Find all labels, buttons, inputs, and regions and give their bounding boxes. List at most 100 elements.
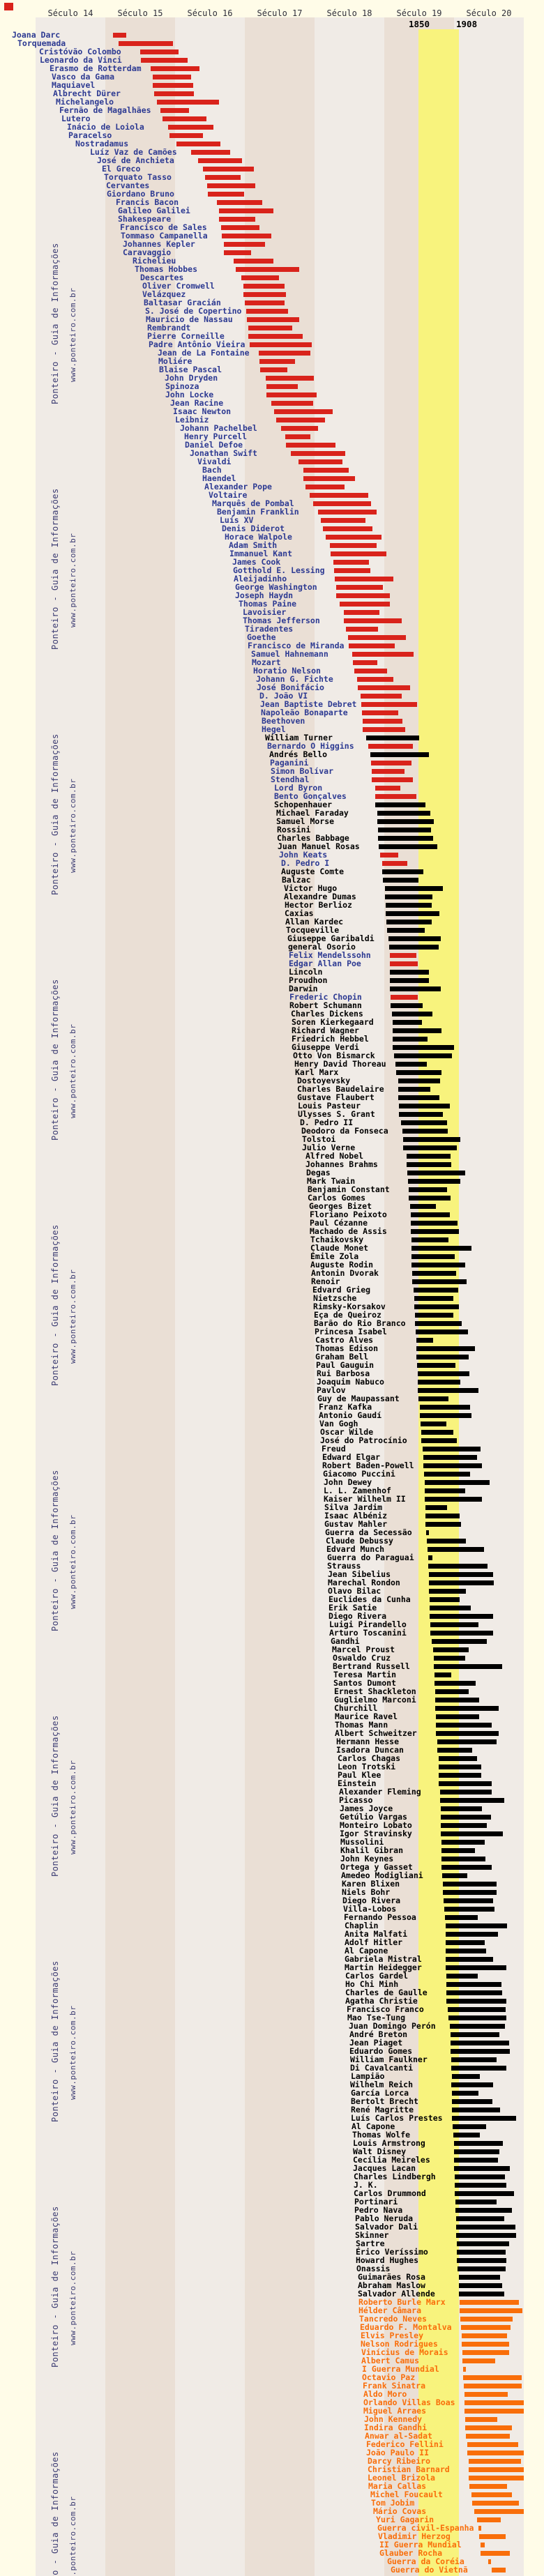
timeline-bar bbox=[430, 1614, 493, 1619]
timeline-bar bbox=[281, 426, 318, 431]
timeline-row-label: Georges Bizet bbox=[309, 1201, 372, 1211]
timeline-bar bbox=[464, 2392, 508, 2397]
timeline-bar bbox=[425, 1480, 490, 1485]
timeline-bar bbox=[421, 1422, 446, 1426]
timeline-bar bbox=[361, 702, 417, 707]
timeline-bar bbox=[441, 1865, 492, 1870]
timeline-row-label: Yuri Gagarin bbox=[376, 2515, 435, 2524]
timeline-bar bbox=[454, 2141, 503, 2146]
timeline-bar bbox=[436, 1731, 499, 1736]
timeline-bar bbox=[462, 2358, 495, 2363]
timeline-row-label: Claude Monet bbox=[310, 1243, 369, 1253]
timeline-bar bbox=[403, 1145, 457, 1150]
timeline-row-label: Gabriela Mistral bbox=[345, 1954, 422, 1964]
timeline-bar bbox=[219, 208, 273, 213]
timeline-bar bbox=[450, 2024, 505, 2029]
century-label: Século 18 bbox=[326, 8, 372, 18]
timeline-bar bbox=[425, 1505, 447, 1510]
timeline-bar bbox=[151, 66, 199, 71]
sidebar-site-url: www.ponteiro.com.br bbox=[68, 1760, 77, 1854]
century-label: Século 20 bbox=[466, 8, 512, 18]
timeline-row-label: Friedrich Hebbel bbox=[292, 1034, 369, 1044]
timeline-row-label: Marechal Rondon bbox=[328, 1578, 400, 1587]
timeline-bar bbox=[412, 1271, 456, 1276]
timeline-row-label: John Locke bbox=[165, 390, 214, 399]
timeline-row-label: Niels Bohr bbox=[342, 1887, 391, 1897]
timeline-row-label: Oscar Wilde bbox=[320, 1427, 374, 1437]
timeline-bar bbox=[446, 1940, 485, 1945]
timeline-bar bbox=[154, 91, 194, 96]
timeline-bar bbox=[478, 2526, 481, 2531]
timeline-row-label: Leibniz bbox=[175, 415, 209, 425]
timeline-row-label: Vladimir Herzog bbox=[378, 2531, 451, 2541]
timeline-row-label: Pedro Nava bbox=[354, 2205, 403, 2215]
timeline-row-label: Cervantes bbox=[106, 181, 150, 190]
timeline-bar bbox=[446, 1974, 478, 1979]
sidebar-site-title: Ponteiro - Guia de Informações bbox=[50, 979, 60, 1141]
timeline-row-label: René Magritte bbox=[351, 2105, 414, 2114]
timeline-bar bbox=[361, 694, 402, 699]
timeline-row-label: Francis Bacon bbox=[116, 197, 179, 207]
timeline-row-label: Cecília Meireles bbox=[353, 2155, 430, 2165]
timeline-row-label: Castro Alves bbox=[315, 1335, 374, 1345]
timeline-row-label: D. Pedro I bbox=[281, 858, 330, 868]
timeline-bar bbox=[160, 108, 189, 113]
timeline-row-label: Charles de Gaulle bbox=[345, 1988, 428, 1997]
timeline-bar bbox=[456, 2233, 516, 2238]
timeline-row-label: André Breton bbox=[349, 2029, 408, 2039]
timeline-row-label: Carlos Chagas bbox=[338, 1753, 401, 1763]
timeline-row-label: Pablo Neruda bbox=[355, 2213, 414, 2223]
timeline-row-label: Paul Klee bbox=[338, 1770, 381, 1780]
timeline-bar bbox=[455, 2208, 512, 2213]
timeline-bar bbox=[276, 418, 325, 422]
timeline-row-label: Victor Hugo bbox=[284, 883, 338, 893]
timeline-row-label: Getúlio Vargas bbox=[340, 1812, 407, 1822]
timeline-row-label: Auguste Comte bbox=[281, 867, 345, 876]
timeline-bar bbox=[441, 1857, 485, 1861]
timeline-row-label: Samuel Hahnemann bbox=[251, 649, 328, 659]
timeline-bar bbox=[313, 501, 371, 506]
timeline-row-label: Salvador Dali bbox=[355, 2222, 418, 2232]
timeline-bar bbox=[451, 2066, 506, 2071]
timeline-bar bbox=[224, 250, 251, 255]
timeline-row-label: Luíz Vaz de Camões bbox=[90, 147, 177, 157]
timeline-bar bbox=[411, 1254, 455, 1259]
timeline-bar bbox=[246, 309, 288, 314]
timeline-row-label: Karen Blixen bbox=[342, 1879, 400, 1889]
timeline-row-label: Adolf Hitler bbox=[345, 1937, 403, 1947]
timeline-bar bbox=[119, 41, 173, 46]
timeline-row-label: Tommaso Campanella bbox=[121, 231, 208, 241]
timeline-bar bbox=[409, 1196, 451, 1201]
sidebar-site-url: www.ponteiro.com.br bbox=[68, 2496, 77, 2576]
sidebar-site-title: Ponteiro - Guia de Informações bbox=[50, 2451, 60, 2576]
timeline-bar bbox=[141, 58, 188, 63]
timeline-bar bbox=[445, 1915, 478, 1920]
timeline-row-label: Teresa Martin bbox=[333, 1670, 397, 1679]
timeline-bar bbox=[436, 1723, 492, 1728]
timeline-row-label: Gandhi bbox=[331, 1636, 360, 1646]
timeline-bar bbox=[330, 543, 377, 548]
timeline-bar bbox=[379, 844, 437, 849]
timeline-row-label: Federico Fellini bbox=[366, 2439, 444, 2449]
timeline-row-label: Tolstoi bbox=[302, 1134, 336, 1144]
timeline-row-label: Karl Marx bbox=[295, 1067, 339, 1077]
timeline-bar bbox=[421, 1430, 453, 1435]
timeline-row-label: Immanuel Kant bbox=[229, 549, 293, 558]
timeline-row-label: Marcel Proust bbox=[332, 1645, 395, 1654]
timeline-bar bbox=[440, 1798, 504, 1803]
timeline-row-label: Amedeo Modigliani bbox=[341, 1870, 423, 1880]
timeline-bar bbox=[436, 1714, 479, 1719]
timeline-row-label: Robert Schumann bbox=[289, 1000, 362, 1010]
timeline-row-label: García Lorca bbox=[351, 2088, 409, 2098]
timeline-row-label: J. K. bbox=[354, 2180, 378, 2190]
timeline-row-label: El Greco bbox=[102, 164, 141, 174]
timeline-row-label: Rembrandt bbox=[147, 323, 191, 333]
century-label: Século 19 bbox=[396, 8, 442, 18]
sidebar-site-title: Ponteiro - Guia de Informações bbox=[50, 488, 60, 650]
timeline-row-label: Bertrand Russell bbox=[333, 1661, 410, 1671]
timeline-row-label: José do Patrocínio bbox=[320, 1435, 407, 1445]
timeline-row-label: Onassis bbox=[356, 2264, 391, 2273]
timeline-row-label: Bach bbox=[202, 465, 222, 475]
timeline-bar bbox=[305, 485, 345, 489]
timeline-bar bbox=[446, 1957, 493, 1962]
